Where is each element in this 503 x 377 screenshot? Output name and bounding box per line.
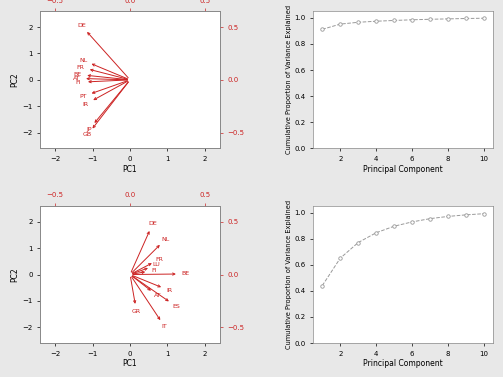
X-axis label: Principal Component: Principal Component [363, 360, 443, 368]
Text: GR: GR [132, 309, 141, 314]
Text: NL: NL [79, 58, 87, 63]
Text: AT: AT [73, 76, 80, 81]
Text: ES: ES [172, 304, 180, 309]
Text: JP: JP [87, 127, 92, 132]
Text: BE: BE [182, 271, 190, 276]
X-axis label: PC1: PC1 [123, 360, 137, 368]
Text: AT: AT [154, 293, 161, 299]
X-axis label: Principal Component: Principal Component [363, 165, 443, 174]
Text: PT: PT [79, 94, 87, 99]
Text: DE: DE [77, 23, 86, 28]
Text: FI: FI [152, 268, 157, 273]
Text: IT: IT [162, 324, 167, 329]
Y-axis label: Cumulative Proportion of Variance Explained: Cumulative Proportion of Variance Explai… [286, 5, 292, 155]
X-axis label: PC1: PC1 [123, 165, 137, 174]
Text: GB: GB [83, 132, 92, 137]
Text: LU: LU [153, 262, 160, 268]
Text: FR: FR [156, 257, 164, 262]
Text: NL: NL [161, 236, 170, 242]
Text: BE: BE [73, 72, 82, 77]
Y-axis label: Cumulative Proportion of Variance Explained: Cumulative Proportion of Variance Explai… [286, 200, 292, 349]
Text: IR: IR [166, 288, 173, 293]
Y-axis label: PC2: PC2 [11, 267, 20, 282]
Text: DE: DE [148, 221, 157, 226]
Text: FR: FR [77, 64, 85, 70]
Y-axis label: PC2: PC2 [11, 72, 20, 87]
Text: FI: FI [75, 80, 81, 85]
Text: IR: IR [82, 102, 89, 107]
